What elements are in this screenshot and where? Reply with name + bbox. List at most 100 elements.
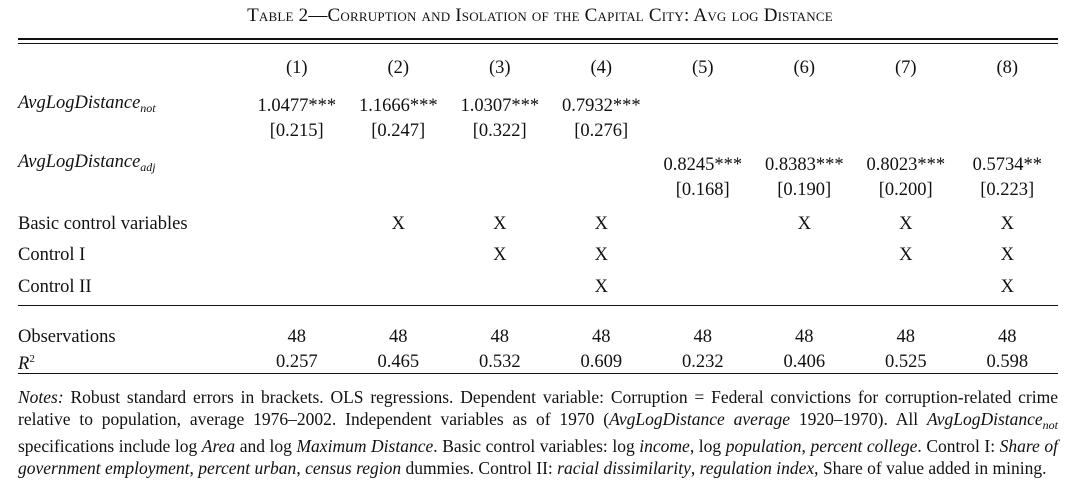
control-mark: X xyxy=(594,245,608,265)
se-cell xyxy=(652,119,754,143)
obs-cell: 48 xyxy=(998,327,1017,347)
notes-lead: Notes: xyxy=(18,387,64,407)
table-row: R2 0.257 0.465 0.532 0.609 0.232 0.406 0… xyxy=(18,348,1058,375)
coef-cell: 0.8245*** xyxy=(663,154,743,175)
r2-cell: 0.232 xyxy=(681,351,724,372)
control-mark: X xyxy=(594,277,608,297)
se-cell: [0.276] xyxy=(574,121,629,141)
control-mark xyxy=(652,208,754,239)
control-mark: X xyxy=(899,213,913,234)
top-rule-thin xyxy=(18,43,1058,44)
se-cell xyxy=(246,178,348,202)
coef-cell xyxy=(855,92,957,119)
row-label-observations: Observations xyxy=(18,327,116,347)
mid-rule xyxy=(18,305,1058,306)
coef-cell: 0.5734** xyxy=(972,154,1042,175)
control-mark: X xyxy=(391,213,405,234)
coef-cell: 1.0307*** xyxy=(460,95,540,116)
table-notes: Notes: Robust standard errors in bracket… xyxy=(18,387,1059,478)
control-mark xyxy=(754,239,856,271)
obs-cell: 48 xyxy=(592,327,611,347)
coef-cell: 0.8383*** xyxy=(764,154,844,175)
column-header: (2) xyxy=(387,58,410,78)
control-mark xyxy=(246,208,348,239)
coef-cell: 0.7932*** xyxy=(561,95,641,116)
column-header: (5) xyxy=(691,58,714,78)
control-mark xyxy=(754,271,856,303)
column-header-row: (1) (2) (3) (4) (5) (6) (7) (8) xyxy=(18,50,1058,86)
row-label-avglogdistance-adj: AvgLogDistanceadj xyxy=(18,152,156,174)
control-mark: X xyxy=(1000,213,1014,234)
r2-cell: 0.525 xyxy=(884,351,927,372)
obs-cell: 48 xyxy=(896,327,916,347)
table-row: Observations 48 48 48 48 48 48 48 48 xyxy=(18,326,1058,348)
column-header: (7) xyxy=(894,58,917,78)
control-mark xyxy=(449,271,551,303)
r2-cell: 0.406 xyxy=(783,351,826,372)
control-mark xyxy=(348,271,450,303)
control-mark xyxy=(855,271,957,303)
se-cell: [0.215] xyxy=(269,121,324,141)
column-header: (6) xyxy=(793,58,816,78)
control-mark: X xyxy=(1000,245,1014,265)
r2-cell: 0.465 xyxy=(377,351,420,372)
table-title-main: Corruption and Isolation of the Capital … xyxy=(327,5,833,26)
coef-cell: 1.0477*** xyxy=(257,95,337,116)
top-rule-thick xyxy=(18,38,1058,40)
column-header: (3) xyxy=(488,58,511,78)
se-cell: [0.322] xyxy=(472,121,527,141)
se-cell: [0.223] xyxy=(980,180,1035,200)
se-cell xyxy=(348,178,450,202)
table-row: [0.168] [0.190] [0.200] [0.223] xyxy=(18,178,1058,202)
table-row: AvgLogDistancenot 1.0477*** 1.1666*** 1.… xyxy=(18,92,1058,119)
coef-cell xyxy=(652,92,754,119)
bottom-rule xyxy=(18,373,1058,374)
se-cell xyxy=(449,178,551,202)
obs-cell: 48 xyxy=(795,327,814,347)
r2-cell: 0.598 xyxy=(986,351,1029,372)
obs-cell: 48 xyxy=(693,327,713,347)
r2-cell: 0.532 xyxy=(478,351,521,372)
se-cell xyxy=(551,178,653,202)
se-cell: [0.200] xyxy=(878,180,933,200)
obs-cell: 48 xyxy=(490,327,510,347)
table-title-prefix: Table 2— xyxy=(247,5,328,26)
control-mark xyxy=(246,271,348,303)
control-mark: X xyxy=(1000,277,1014,297)
control-mark xyxy=(348,239,450,271)
column-header: (1) xyxy=(285,58,308,78)
row-label-basic-controls: Basic control variables xyxy=(18,213,188,234)
control-mark: X xyxy=(899,245,913,265)
obs-cell: 48 xyxy=(389,327,408,347)
row-label-control-ii: Control II xyxy=(18,277,92,297)
control-mark: X xyxy=(594,213,608,234)
coef-cell xyxy=(348,151,450,178)
coef-cell: 0.8023*** xyxy=(866,154,946,175)
control-mark xyxy=(652,271,754,303)
control-mark xyxy=(652,239,754,271)
coef-cell xyxy=(551,151,653,178)
row-label-control-i: Control I xyxy=(18,245,86,265)
se-cell: [0.168] xyxy=(675,180,730,200)
se-cell: [0.247] xyxy=(371,121,426,141)
r2-cell: 0.609 xyxy=(580,351,623,372)
coef-cell xyxy=(246,151,348,178)
table-row: Control I X X X X xyxy=(18,239,1058,271)
table-row: Control II X X xyxy=(18,271,1058,303)
column-header: (4) xyxy=(590,58,613,78)
control-mark xyxy=(246,239,348,271)
coef-cell xyxy=(754,92,856,119)
corner-cell xyxy=(18,50,246,86)
coef-cell xyxy=(449,151,551,178)
obs-cell: 48 xyxy=(287,327,307,347)
table-row: [0.215] [0.247] [0.322] [0.276] xyxy=(18,119,1058,143)
control-mark: X xyxy=(493,245,507,265)
column-header: (8) xyxy=(996,58,1019,78)
coef-cell xyxy=(957,92,1059,119)
control-mark: X xyxy=(797,213,811,234)
se-cell xyxy=(855,119,957,143)
row-label-r-squared: R2 xyxy=(18,353,35,374)
row-label-avglogdistance-not: AvgLogDistancenot xyxy=(18,93,156,115)
se-cell: [0.190] xyxy=(777,180,832,200)
control-mark: X xyxy=(493,213,507,234)
